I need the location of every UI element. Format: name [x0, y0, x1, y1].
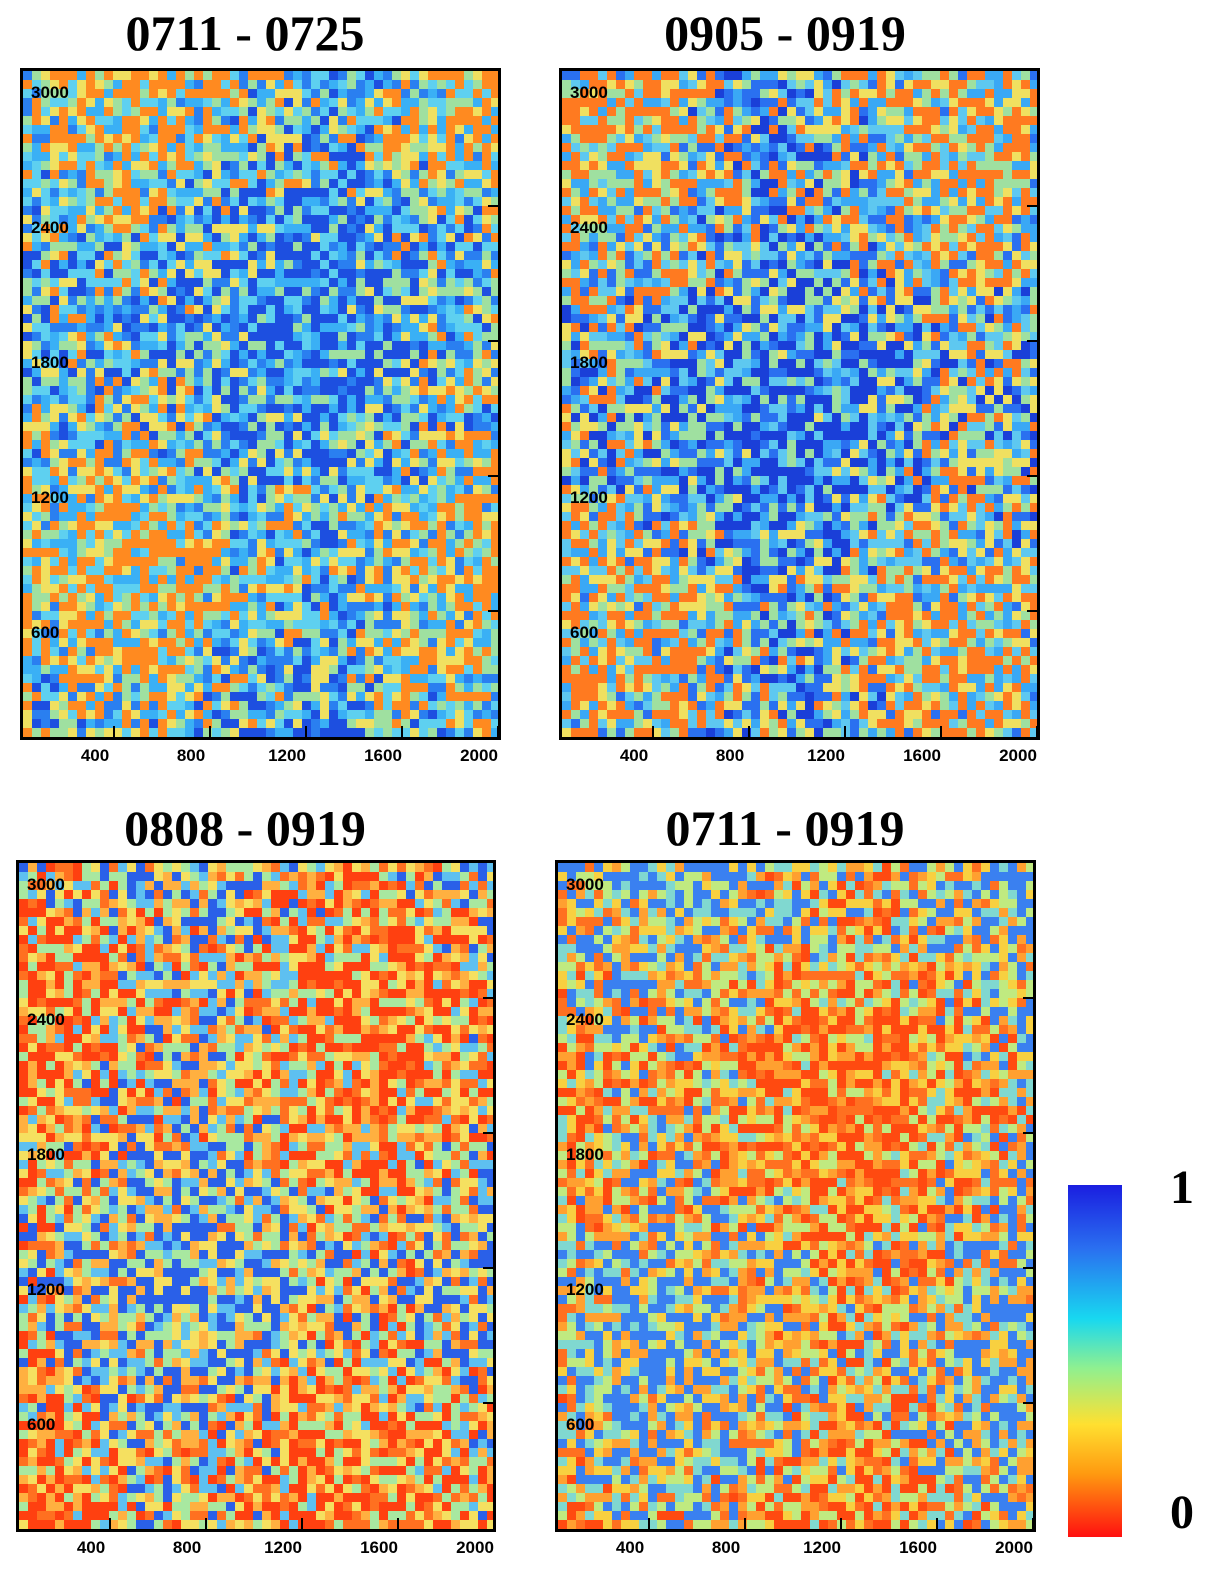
x-tick-label: 2000 [460, 746, 498, 765]
x-tick-mark [744, 1518, 746, 1530]
y-tick-label: 2400 [31, 218, 69, 237]
x-tick-label: 800 [176, 746, 206, 765]
x-tick-mark [397, 1518, 399, 1530]
x-tick-label: 1600 [360, 1538, 398, 1557]
coherence-map-3: 3000 2400 1800 1200 600 [16, 860, 496, 1532]
y-tick-mark [488, 475, 498, 477]
y-tick-mark [483, 1402, 493, 1404]
x-tick-mark [844, 726, 846, 738]
speckle-texture [558, 863, 1033, 1529]
x-tick-label: 1200 [268, 746, 306, 765]
x-tick-label: 400 [76, 1538, 106, 1557]
y-tick-label: 2400 [570, 218, 608, 237]
panel-title-2: 0905 - 0919 [664, 5, 906, 61]
x-tick-label: 400 [80, 746, 110, 765]
y-tick-label: 600 [31, 623, 60, 642]
y-tick-label: 600 [570, 623, 599, 642]
x-tick-mark [840, 1518, 842, 1530]
x-tick-mark [109, 1518, 111, 1530]
x-tick-mark [205, 1518, 207, 1530]
y-tick-mark [1027, 340, 1037, 342]
x-tick-mark [301, 1518, 303, 1530]
y-tick-label: 1800 [27, 1145, 65, 1164]
y-tick-mark [1027, 475, 1037, 477]
x-tick-label: 1200 [803, 1538, 841, 1557]
y-tick-label: 2400 [27, 1010, 65, 1029]
y-tick-mark [488, 205, 498, 207]
x-tick-label: 2000 [995, 1538, 1033, 1557]
colorbar-max-label: 1 [1170, 1161, 1194, 1214]
colorbar [1068, 1185, 1122, 1537]
y-tick-label: 1200 [31, 488, 69, 507]
x-tick-label: 400 [619, 746, 649, 765]
x-tick-mark [1032, 1518, 1034, 1530]
y-tick-label: 1200 [27, 1280, 65, 1299]
y-tick-mark [483, 1267, 493, 1269]
x-tick-mark [652, 726, 654, 738]
coherence-map-2: 3000 2400 1800 1200 600 [559, 68, 1040, 740]
y-tick-mark [1023, 1267, 1033, 1269]
y-tick-label: 3000 [566, 875, 604, 894]
y-tick-mark [1023, 1402, 1033, 1404]
x-tick-mark [1036, 726, 1038, 738]
x-tick-label: 1600 [903, 746, 941, 765]
y-tick-mark [488, 610, 498, 612]
colorbar-min-label: 0 [1170, 1486, 1194, 1539]
y-tick-label: 1200 [566, 1280, 604, 1299]
x-tick-mark [936, 1518, 938, 1530]
x-tick-label: 2000 [456, 1538, 494, 1557]
x-tick-mark [648, 1518, 650, 1530]
x-tick-label: 1200 [264, 1538, 302, 1557]
coherence-map-4: 3000 2400 1800 1200 600 [555, 860, 1036, 1532]
y-tick-mark [488, 340, 498, 342]
y-tick-label: 1800 [570, 353, 608, 372]
x-tick-mark [497, 726, 499, 738]
x-tick-label: 800 [715, 746, 745, 765]
x-tick-label: 1200 [807, 746, 845, 765]
y-tick-mark [483, 997, 493, 999]
y-tick-label: 600 [566, 1415, 595, 1434]
x-tick-mark [748, 726, 750, 738]
x-tick-mark [940, 726, 942, 738]
speckle-texture [23, 71, 498, 737]
y-tick-label: 3000 [31, 83, 69, 102]
x-tick-mark [305, 726, 307, 738]
x-tick-mark [401, 726, 403, 738]
y-tick-label: 1200 [570, 488, 608, 507]
panel-title-4: 0711 - 0919 [665, 800, 905, 856]
x-tick-label: 400 [615, 1538, 645, 1557]
panel-title-3: 0808 - 0919 [124, 800, 366, 856]
x-tick-mark [493, 1518, 495, 1530]
y-tick-label: 1800 [566, 1145, 604, 1164]
y-tick-mark [483, 1132, 493, 1134]
speckle-texture [19, 863, 493, 1529]
x-tick-label: 800 [711, 1538, 741, 1557]
y-tick-label: 3000 [27, 875, 65, 894]
y-tick-label: 3000 [570, 83, 608, 102]
y-tick-label: 1800 [31, 353, 69, 372]
y-tick-label: 2400 [566, 1010, 604, 1029]
x-tick-label: 1600 [364, 746, 402, 765]
x-tick-mark [113, 726, 115, 738]
y-tick-mark [1023, 1132, 1033, 1134]
x-tick-label: 800 [172, 1538, 202, 1557]
panel-title-1: 0711 - 0725 [125, 5, 365, 61]
x-tick-label: 1600 [899, 1538, 937, 1557]
x-tick-label: 2000 [999, 746, 1037, 765]
y-tick-label: 600 [27, 1415, 56, 1434]
coherence-map-1: 3000 2400 1800 1200 600 [20, 68, 501, 740]
speckle-texture [562, 71, 1037, 737]
y-tick-mark [1027, 610, 1037, 612]
x-tick-mark [209, 726, 211, 738]
y-tick-mark [1023, 997, 1033, 999]
y-tick-mark [1027, 205, 1037, 207]
